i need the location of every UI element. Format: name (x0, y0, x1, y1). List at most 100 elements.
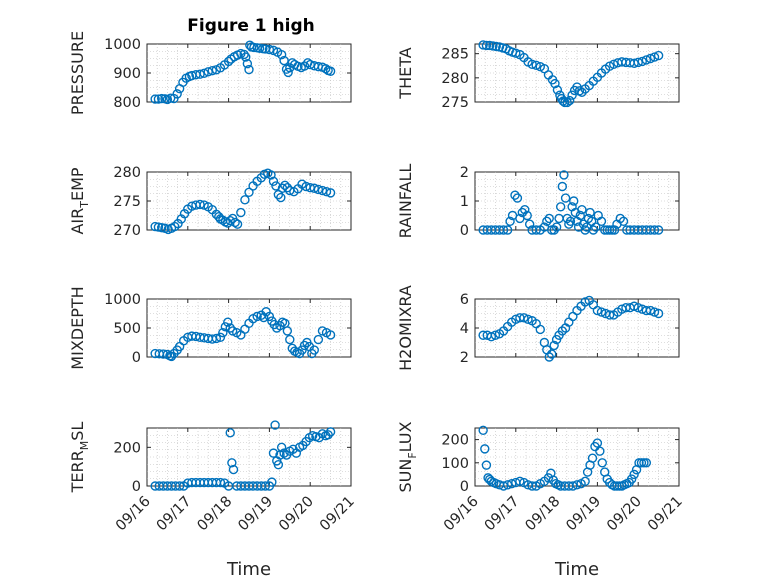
data-point (150, 94, 160, 104)
data-point (604, 310, 615, 320)
data-point (220, 322, 231, 332)
x-tick-label: 09/21 (645, 494, 686, 535)
data-point (223, 317, 233, 327)
data-point (273, 460, 284, 470)
data-point (276, 192, 286, 203)
data-point (225, 216, 235, 226)
y-axis-label: H2OMIXRA (396, 285, 415, 371)
data-point (572, 480, 582, 490)
data-point (264, 44, 275, 55)
data-point (325, 427, 336, 437)
series-theta (478, 40, 664, 108)
data-point (560, 193, 571, 203)
data-point (555, 202, 566, 212)
data-point (649, 52, 660, 62)
data-point (520, 204, 530, 215)
data-point (478, 40, 488, 50)
y-tick-label: 270 (113, 223, 141, 239)
data-point (535, 324, 545, 335)
x-axis-label: Time (226, 559, 271, 580)
data-point (266, 170, 276, 180)
data-point (282, 182, 293, 193)
data-point (559, 170, 569, 180)
data-point (645, 305, 656, 316)
panel-mixdepth: 0 500 1000 MIXDEPTH (68, 286, 352, 370)
series-sun-flux (478, 425, 652, 491)
data-point (264, 311, 275, 322)
y-tick-label: 0 (132, 479, 141, 495)
data-point (285, 334, 295, 345)
y-axis-label: TERRMSL (68, 422, 91, 494)
x-tick-label: 09/16 (441, 494, 482, 535)
data-point (653, 225, 664, 235)
data-point (592, 305, 603, 316)
data-point (236, 207, 246, 218)
y-axis-label: MIXDEPTH (68, 286, 87, 369)
figure-title: Figure 1 high (187, 16, 315, 36)
data-point (150, 221, 160, 232)
data-point (165, 93, 176, 103)
data-point (565, 216, 576, 227)
y-tick-label: 275 (113, 194, 141, 210)
y-tick-label: 0 (460, 479, 469, 495)
data-point (609, 59, 619, 70)
data-point (153, 222, 164, 232)
data-point (626, 474, 637, 484)
data-point (588, 225, 599, 235)
data-point (309, 183, 319, 193)
data-point (551, 222, 562, 232)
panel-air-temp: 270 275 280 AIRTEMP (68, 165, 352, 239)
data-point (587, 453, 598, 463)
data-point (297, 345, 307, 355)
data-point (609, 225, 620, 235)
data-point (323, 430, 333, 440)
data-point (156, 93, 167, 104)
data-point (558, 96, 568, 106)
data-point (279, 448, 289, 458)
data-point (641, 458, 652, 468)
data-point (637, 56, 647, 67)
data-point (502, 225, 513, 235)
data-point (268, 176, 279, 186)
data-point (515, 476, 525, 487)
data-point (544, 213, 554, 224)
data-point (542, 216, 552, 227)
series-rainfall (478, 170, 664, 235)
data-point (273, 189, 284, 200)
data-point (199, 68, 209, 78)
data-point (279, 55, 289, 66)
data-point (268, 448, 279, 458)
y-tick-label: 1 (460, 194, 469, 210)
y-tick-label: 900 (113, 66, 141, 82)
data-point (242, 59, 253, 69)
x-tick-label: 09/21 (317, 494, 358, 535)
data-point (283, 67, 293, 78)
y-tick-label: 2 (460, 165, 469, 181)
data-point (488, 41, 498, 51)
y-axis-label: RAINFALL (396, 164, 415, 239)
data-point (490, 330, 501, 340)
data-point (218, 327, 228, 338)
data-point (249, 42, 259, 53)
y-tick-label: 200 (113, 440, 141, 456)
x-tick-label: 09/17 (154, 494, 195, 535)
y-tick-label: 280 (441, 71, 469, 87)
data-point (531, 225, 541, 235)
data-point (645, 53, 656, 64)
data-point (232, 219, 243, 229)
data-point (230, 217, 240, 228)
x-tick-label: 09/17 (482, 494, 523, 535)
series-h2omixra (478, 295, 664, 362)
data-point (596, 216, 607, 227)
data-point (557, 181, 568, 192)
data-point (649, 307, 660, 317)
y-tick-label: 500 (113, 321, 141, 337)
data-point (567, 90, 577, 100)
data-point (597, 458, 607, 468)
data-point (153, 94, 164, 104)
data-point (174, 481, 185, 491)
data-point (577, 204, 587, 215)
data-point (325, 188, 336, 198)
data-point (481, 40, 492, 51)
